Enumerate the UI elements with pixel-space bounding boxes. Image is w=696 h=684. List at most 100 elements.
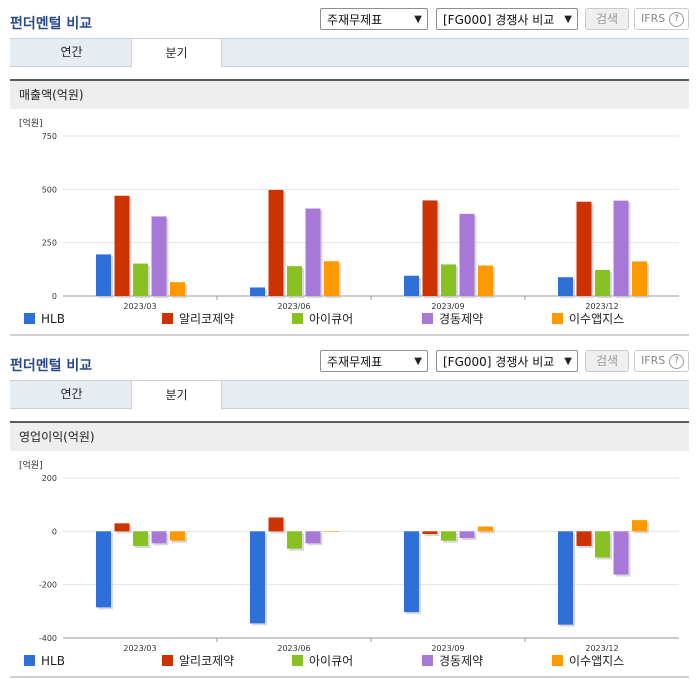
bar-알리코제약 [576,201,592,296]
y-tick-label: -400 [39,634,57,643]
help-icon[interactable]: ? [669,12,684,27]
legend-item[interactable]: 알리코제약 [162,311,234,327]
bar-아이큐어 [441,264,456,296]
report-type-value: 주재무제표 [327,13,383,27]
search-button[interactable]: 검색 [585,350,629,372]
chart-legend: HLB 알리코제약 아이큐어 경동제약 이수앱지스 [24,653,684,669]
bar-이수앱지스 [324,531,339,532]
chevron-down-icon: ▼ [564,356,572,367]
legend-item[interactable]: HLB [24,653,65,669]
ifrs-button[interactable]: IFRS? [634,350,689,372]
legend-swatch [422,655,433,666]
bar-경동제약 [151,216,167,296]
y-tick-label: 250 [42,239,57,248]
chevron-down-icon: ▼ [564,14,572,25]
report-type-value: 주재무제표 [327,355,383,369]
bar-알리코제약 [114,523,130,532]
bar-이수앱지스 [170,282,185,296]
legend-label: 경동제약 [439,654,484,668]
legend-item[interactable]: 이수앱지스 [552,311,624,327]
compare-group-select[interactable]: [FG000] 경쟁사 비교 ▼ [436,350,578,372]
panel-title: 펀더멘털 비교 [10,16,93,32]
bar-HLB [96,531,111,608]
y-tick-label: 750 [42,132,57,141]
x-tick-label: 2023/09 [431,302,464,309]
period-tabs: 연간 분기 [10,38,689,68]
bar-이수앱지스 [170,531,185,541]
bar-HLB [250,287,265,296]
legend-item[interactable]: 아이큐어 [292,311,353,327]
section-header: 영업이익(억원) [10,421,689,451]
legend-item[interactable]: HLB [24,311,65,327]
legend-swatch [24,655,35,666]
bar-shadow [424,533,440,536]
y-tick-label: 200 [42,474,57,483]
divider [10,676,689,678]
y-tick-label: 0 [52,292,57,301]
chevron-down-icon: ▼ [414,356,422,367]
legend-label: 알리코제약 [179,312,235,326]
revenue-chart: [억원] 0 250 500 750 2023/03 2023/06 2023/09 2023/… [19,117,679,309]
compare-group-value: [FG000] 경쟁사 비교 [443,355,555,369]
legend-item[interactable]: 알리코제약 [162,653,234,669]
divider [10,334,689,336]
bar-이수앱지스 [478,265,493,296]
legend-item[interactable]: 아이큐어 [292,653,353,669]
legend-label: HLB [41,654,65,668]
operating-profit-chart: [억원] -400 -200 0 200 2023/03 2023/06 2023/09 202… [19,459,679,651]
bar-경동제약 [459,531,475,538]
x-tick-label: 2023/06 [277,644,310,651]
period-tabs: 연간 분기 [10,380,689,410]
bar-알리코제약 [268,189,284,296]
bar-경동제약 [151,531,167,544]
legend-swatch [162,655,173,666]
bar-HLB [96,254,111,296]
legend-swatch [292,313,303,324]
bar-경동제약 [459,213,475,296]
search-button[interactable]: 검색 [585,8,629,30]
tab-annual[interactable]: 연간 [60,45,83,59]
y-axis-unit: [억원] [19,459,43,471]
legend-swatch [552,313,563,324]
bar-HLB [404,531,419,613]
y-tick-label: 500 [42,185,57,194]
help-icon[interactable]: ? [669,354,684,369]
legend-item[interactable]: 경동제약 [422,311,483,327]
compare-group-select[interactable]: [FG000] 경쟁사 비교 ▼ [436,8,578,30]
chart-legend: HLB 알리코제약 아이큐어 경동제약 이수앱지스 [24,311,684,327]
tab-annual[interactable]: 연간 [60,387,83,401]
panel-title: 펀더멘털 비교 [10,358,93,374]
bar-아이큐어 [133,531,148,546]
bar-아이큐어 [133,263,148,296]
bar-알리코제약 [576,531,592,546]
legend-label: HLB [41,312,65,326]
ifrs-button[interactable]: IFRS? [634,8,689,30]
bar-HLB [250,531,265,624]
bar-아이큐어 [595,269,610,296]
legend-item[interactable]: 이수앱지스 [552,653,624,669]
legend-label: 이수앱지스 [569,312,625,326]
bar-HLB [558,277,573,296]
legend-label: 경동제약 [439,312,484,326]
report-type-select[interactable]: 주재무제표 ▼ [320,350,428,372]
x-tick-label: 2023/06 [277,302,310,309]
bar-이수앱지스 [478,526,493,532]
bar-알리코제약 [422,531,438,534]
panel-operating-profit: 펀더멘털 비교 주재무제표 ▼ [FG000] 경쟁사 비교 ▼ 검색 IFRS? … [0,342,696,684]
bar-아이큐어 [441,531,456,541]
report-type-select[interactable]: 주재무제표 ▼ [320,8,428,30]
legend-label: 알리코제약 [179,654,235,668]
tab-quarterly[interactable]: 분기 [131,380,222,410]
legend-item[interactable]: 경동제약 [422,653,483,669]
x-tick-label: 2023/12 [585,302,618,309]
chevron-down-icon: ▼ [414,14,422,25]
tab-quarterly[interactable]: 분기 [131,38,222,68]
legend-label: 이수앱지스 [569,654,625,668]
bar-이수앱지스 [632,261,647,296]
bar-HLB [558,531,573,625]
y-tick-label: -200 [39,581,57,590]
bar-알리코제약 [422,200,438,296]
bar-알리코제약 [114,195,130,296]
legend-label: 아이큐어 [309,654,354,668]
bar-이수앱지스 [632,520,647,532]
